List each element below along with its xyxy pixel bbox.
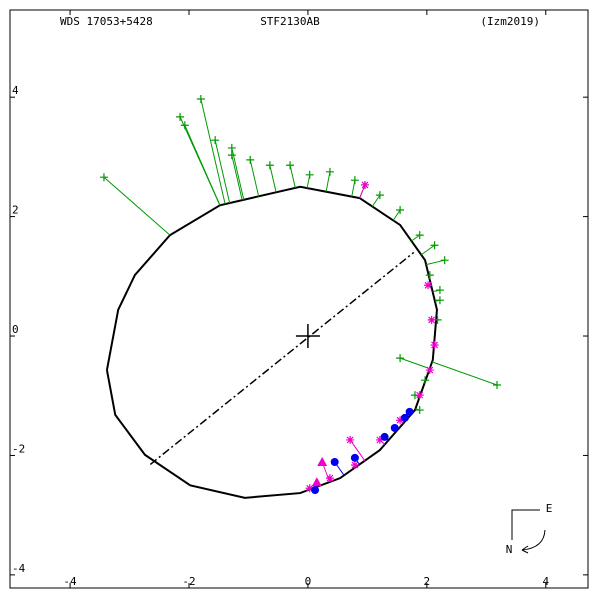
compass: E N	[506, 502, 553, 556]
observation	[305, 170, 314, 179]
residual	[103, 176, 171, 236]
x-tick-label: 4	[542, 575, 549, 588]
chart-title: STF2130AB	[260, 15, 320, 28]
observation	[415, 391, 424, 400]
observation	[227, 143, 236, 152]
compass-arrow	[521, 529, 546, 551]
observation	[390, 423, 399, 432]
observation	[180, 121, 189, 130]
residual	[431, 361, 498, 386]
compass-arrowhead	[521, 545, 529, 554]
title-left: WDS 17053+5428	[60, 15, 153, 28]
observation	[435, 286, 444, 295]
observation	[325, 167, 334, 176]
observation	[421, 376, 430, 385]
observation	[325, 474, 334, 483]
observation	[311, 477, 322, 487]
observation	[415, 231, 424, 240]
observation	[176, 112, 185, 121]
observation	[415, 406, 424, 415]
residual	[420, 244, 435, 256]
observation	[405, 407, 414, 416]
observation	[311, 486, 320, 495]
y-tick-label: 0	[12, 323, 19, 336]
observation	[493, 380, 502, 389]
plot-frame	[9, 9, 589, 589]
title-right: (Izm2019)	[480, 15, 540, 28]
orbit	[105, 185, 438, 499]
observation	[427, 315, 436, 324]
y-tick-label: -4	[12, 562, 26, 575]
compass-north: N	[506, 543, 513, 556]
observation	[424, 281, 433, 290]
residual	[392, 209, 401, 221]
residual	[249, 159, 260, 197]
observation	[396, 416, 405, 425]
observation	[265, 161, 274, 170]
residual	[359, 184, 366, 199]
observation	[430, 241, 439, 250]
line-of-nodes	[149, 251, 415, 465]
residual	[200, 98, 226, 205]
observation	[350, 176, 359, 185]
residual	[184, 125, 221, 206]
compass-east: E	[546, 502, 553, 515]
observation	[286, 161, 295, 170]
residual	[399, 357, 430, 370]
observation	[227, 151, 236, 160]
residual	[289, 165, 296, 188]
observation	[425, 366, 434, 375]
residual	[411, 234, 421, 242]
residual	[231, 154, 243, 201]
residual	[349, 439, 366, 461]
y-tick-label: 4	[12, 84, 19, 97]
x-tick-label: 2	[424, 575, 431, 588]
observation	[380, 432, 389, 441]
observation	[361, 180, 370, 189]
residual	[426, 259, 445, 266]
observation	[330, 458, 339, 467]
primary-star	[295, 324, 320, 349]
residual	[325, 171, 331, 192]
residual	[231, 147, 245, 200]
x-tick-label: -4	[63, 575, 77, 588]
compass-axes	[511, 509, 540, 540]
y-tick-label: -2	[12, 442, 25, 455]
observation	[396, 206, 405, 215]
observation	[196, 94, 205, 103]
observation	[246, 155, 255, 164]
residual	[269, 165, 277, 193]
observation	[350, 453, 359, 462]
observation	[350, 460, 359, 469]
x-tick-label: 0	[305, 575, 312, 588]
observation	[430, 340, 439, 349]
residual	[214, 140, 231, 204]
observation	[375, 191, 384, 200]
observation	[396, 354, 405, 363]
observation	[305, 484, 314, 493]
observation	[400, 413, 409, 422]
observation	[317, 457, 328, 467]
observation	[211, 136, 220, 145]
observation	[346, 435, 355, 444]
observation	[99, 173, 108, 182]
observation	[425, 271, 434, 280]
x-tick-label: -2	[182, 575, 195, 588]
y-tick-label: 2	[12, 204, 19, 217]
observation	[440, 256, 449, 265]
observation	[375, 435, 384, 444]
observation	[435, 296, 444, 305]
residual	[371, 194, 381, 207]
